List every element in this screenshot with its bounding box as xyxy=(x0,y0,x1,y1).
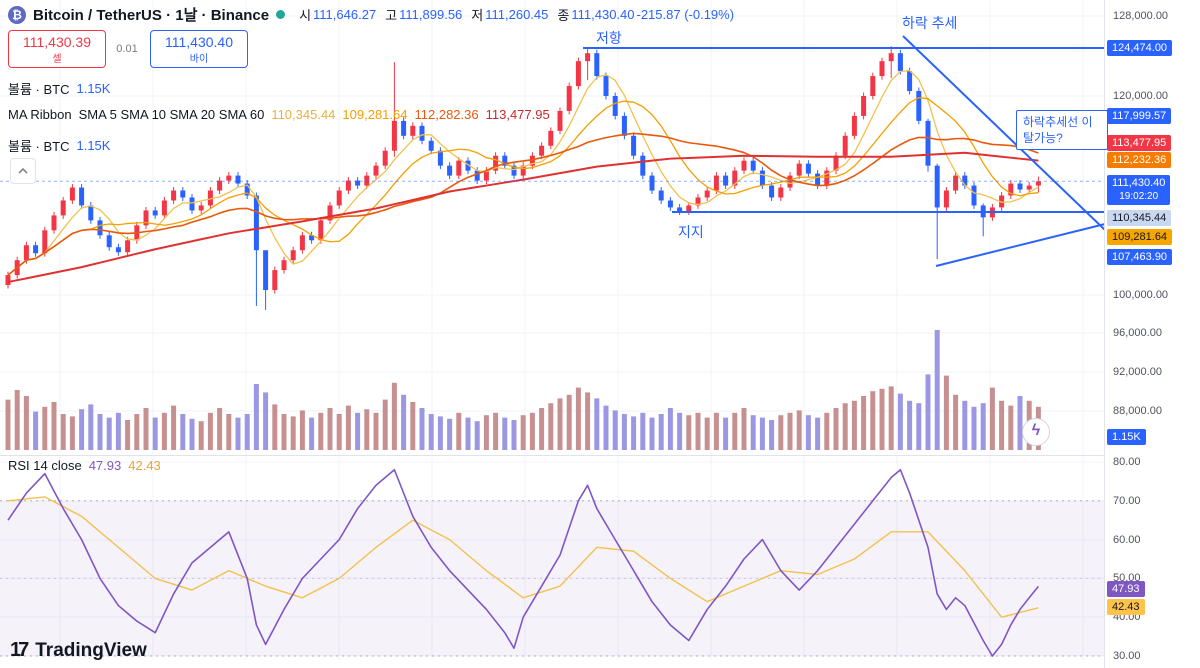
low-value: 111,260.45 xyxy=(485,7,549,22)
high-label: 고 xyxy=(385,8,398,23)
spread-value: 0.01 xyxy=(116,43,138,55)
ma-ribbon-legend[interactable]: MA Ribbon SMA 5 SMA 10 SMA 20 SMA 60 110… xyxy=(8,107,550,122)
buy-label: 바이 xyxy=(189,54,209,65)
lightning-icon[interactable]: ϟ xyxy=(1022,418,1050,446)
axis-value-badge: 117,999.57 xyxy=(1107,108,1172,124)
rsi-value: 47.93 xyxy=(88,458,122,473)
axis-value-badge: 113,477.95 xyxy=(1107,135,1172,151)
downtrend-question-note[interactable]: 하락추세선 이탈가능? xyxy=(1016,110,1108,150)
tradingview-mark-icon: 17 xyxy=(10,639,29,661)
market-status-dot[interactable] xyxy=(276,10,286,19)
axis-value-badge: 42.43 xyxy=(1107,599,1145,615)
price-axis[interactable]: 128,000.00 120,000.00 100,000.00 96,000.00 9… xyxy=(1104,0,1200,668)
high-value: 111,899.56 xyxy=(399,7,463,22)
sell-label: 셀 xyxy=(52,54,62,65)
axis-value-badge: 107,463.90 xyxy=(1107,249,1173,265)
volume-legend-title: 볼륨 · BTC xyxy=(8,139,70,154)
axis-tick-label: 120,000.00 xyxy=(1113,90,1169,102)
close-value: 111,430.40 xyxy=(571,7,635,22)
resistance-annotation[interactable]: 저항 xyxy=(596,30,622,46)
symbol-header: ₿ Bitcoin / TetherUS · 1날 · Binance 시 111… xyxy=(8,4,734,25)
pane-divider[interactable] xyxy=(0,455,1200,456)
sma5-value: 110,345.44 xyxy=(271,107,336,122)
change-value: -215.87 (-0.19%) xyxy=(636,7,735,22)
sma60-value: 113,477.95 xyxy=(485,107,550,122)
open-label: 시 xyxy=(299,8,312,23)
volume-legend-2[interactable]: 볼륨 · BTC 1.15K xyxy=(8,136,110,155)
ma-ribbon-title: MA Ribbon xyxy=(8,107,72,122)
axis-value-badge: 47.93 xyxy=(1107,581,1145,597)
volume-legend-value: 1.15K xyxy=(76,138,111,153)
sell-button[interactable]: 111,430.39 셀 xyxy=(8,30,106,68)
axis-tick-label: 128,000.00 xyxy=(1113,10,1169,22)
volume-legend-title: 볼륨 · BTC xyxy=(8,82,70,97)
sma10-value: 109,281.64 xyxy=(342,107,408,122)
axis-value-badge: 1.15K xyxy=(1107,429,1146,445)
symbol-title[interactable]: Bitcoin / TetherUS · 1날 · Binance xyxy=(33,7,270,24)
bitcoin-icon: ₿ xyxy=(8,5,26,24)
buy-price: 111,430.40 xyxy=(165,34,233,50)
axis-tick-label: 88,000.00 xyxy=(1113,405,1162,417)
open-value: 111,646.27 xyxy=(313,7,377,22)
sma20-value: 112,282.36 xyxy=(414,107,479,122)
tradingview-wordmark: TradingView xyxy=(35,639,147,661)
sell-price: 111,430.39 xyxy=(23,34,91,50)
rsi-ma-value: 42.43 xyxy=(128,458,161,473)
tradingview-logo[interactable]: 17 TradingView xyxy=(10,639,147,662)
collapse-pane-button[interactable] xyxy=(10,158,36,184)
chevron-up-icon xyxy=(18,168,28,174)
axis-tick-label: 30.00 xyxy=(1113,650,1141,662)
current-price-badge: 111,430.40 19:02:20 xyxy=(1107,175,1171,205)
axis-value-badge: 112,232.36 xyxy=(1107,152,1172,168)
low-label: 저 xyxy=(471,8,484,23)
rsi-legend[interactable]: RSI 14 close 47.93 42.43 xyxy=(8,458,161,473)
ohlc-values: 시 111,646.27 고 111,899.56 저 111,260.45 종 111… xyxy=(292,5,734,24)
axis-value-badge: 109,281.64 xyxy=(1107,229,1173,245)
volume-legend-1[interactable]: 볼륨 · BTC 1.15K xyxy=(8,79,110,98)
axis-value-badge: 124,474.00 xyxy=(1107,40,1173,56)
current-time-label: 19:02:20 xyxy=(1119,191,1159,202)
axis-tick-label: 92,000.00 xyxy=(1113,366,1162,378)
downtrend-annotation[interactable]: 하락 추세 xyxy=(902,15,958,31)
axis-tick-label: 70.00 xyxy=(1113,495,1141,507)
axis-tick-label: 96,000.00 xyxy=(1113,327,1162,339)
axis-tick-label: 80.00 xyxy=(1113,456,1141,468)
support-annotation[interactable]: 지지 xyxy=(678,224,704,240)
rsi-legend-title: RSI 14 close xyxy=(8,458,82,473)
ma-ribbon-params: SMA 5 SMA 10 SMA 20 SMA 60 xyxy=(78,107,265,122)
buy-button[interactable]: 111,430.40 바이 xyxy=(150,30,248,68)
axis-tick-label: 100,000.00 xyxy=(1113,289,1169,301)
volume-legend-value: 1.15K xyxy=(76,81,111,96)
close-label: 종 xyxy=(557,8,570,23)
axis-tick-label: 60.00 xyxy=(1113,534,1141,546)
axis-value-badge: 110,345.44 xyxy=(1107,210,1172,226)
